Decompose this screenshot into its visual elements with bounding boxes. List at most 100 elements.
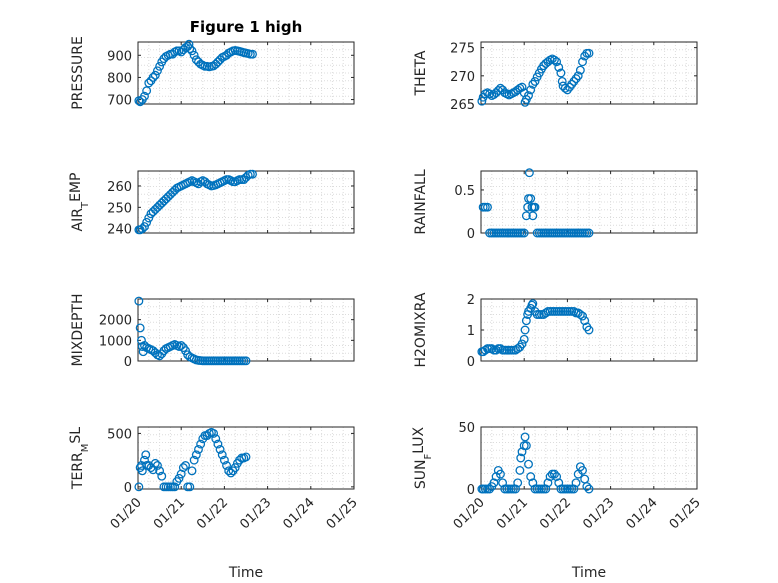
data-point [189, 455, 199, 465]
data-point [528, 299, 538, 309]
data-point [521, 211, 531, 221]
data-point [209, 428, 219, 438]
x-tick-label: 01/21 [494, 495, 531, 532]
data-point [140, 222, 149, 232]
data-point [530, 77, 540, 86]
data-point [150, 458, 160, 468]
data-point [137, 466, 147, 476]
data-point [571, 478, 581, 488]
x-tick-label: 01/20 [451, 495, 488, 532]
x-tick-label: 01/25 [324, 495, 361, 532]
xlabel: Time [228, 565, 263, 581]
data-point [528, 211, 538, 221]
data-point [498, 478, 508, 488]
data-point [491, 345, 501, 355]
y-tick-label: 0.5 [454, 184, 475, 199]
data-point [483, 202, 492, 212]
data-point [495, 344, 505, 354]
data-point [569, 484, 579, 494]
data-point [524, 459, 533, 469]
data-point [219, 455, 229, 465]
y-tick-label: 240 [107, 223, 132, 238]
data-point [241, 452, 251, 462]
data-point [248, 169, 257, 179]
data-point [541, 484, 551, 494]
data-point [584, 48, 594, 58]
data-point [575, 65, 585, 75]
data-point [552, 472, 562, 482]
data-point [513, 478, 523, 488]
data-point [185, 44, 195, 54]
data-point [524, 168, 534, 178]
data-point [575, 310, 585, 319]
y-tick-label: 800 [107, 71, 132, 86]
x-tick-label: 01/24 [624, 495, 661, 532]
x-tick-label: 01/25 [667, 495, 704, 532]
x-tick-label: 01/24 [281, 495, 318, 532]
data-point [187, 466, 197, 476]
data-point [556, 68, 566, 78]
ylabel-4: MIXDEPTH [70, 294, 86, 367]
data-point [519, 334, 529, 344]
data-point [562, 85, 572, 95]
plot-frame-0 [137, 41, 355, 105]
y-tick-label: 265 [450, 98, 475, 113]
data-point [140, 455, 149, 465]
plot-frame-1 [480, 41, 698, 105]
data-point [565, 82, 575, 92]
data-point [549, 469, 559, 479]
data-point [524, 91, 533, 100]
ylabel-5: H2OMIXRA [413, 292, 429, 367]
data-point [155, 466, 165, 476]
data-point [191, 450, 201, 460]
y-tick-label: 0 [467, 483, 475, 498]
y-tick-label: 2000 [99, 314, 132, 329]
data-point [230, 463, 240, 473]
data-point [541, 308, 551, 318]
data-point [521, 441, 531, 451]
data-point [528, 478, 538, 488]
data-point [491, 472, 501, 482]
data-point [580, 316, 590, 326]
data-point [485, 484, 495, 494]
plot-frame-2 [137, 170, 355, 234]
data-point [215, 444, 225, 454]
y-tick-label: 0 [467, 355, 475, 370]
data-point [137, 224, 147, 234]
y-tick-label: 0 [124, 355, 132, 370]
data-point [226, 468, 236, 478]
data-point [141, 450, 151, 460]
data-point [248, 49, 257, 59]
data-point [517, 339, 527, 349]
data-point [543, 478, 553, 488]
data-point [477, 96, 487, 106]
data-point [552, 57, 562, 67]
data-point [495, 469, 505, 479]
y-tick-label: 250 [107, 201, 132, 216]
data-point [567, 79, 577, 89]
y-tick-label: 1 [467, 324, 475, 339]
plot-frame-6 [137, 426, 355, 490]
data-point [526, 85, 536, 95]
y-tick-label: 700 [107, 94, 132, 109]
y-tick-label: 500 [107, 427, 132, 442]
data-point [174, 473, 184, 483]
data-point [549, 55, 559, 65]
ylabel-7: SUNFLUX [411, 426, 434, 489]
data-point [578, 57, 587, 67]
data-point [211, 434, 221, 444]
y-tick-label: 275 [450, 42, 475, 57]
data-point [521, 316, 531, 326]
ylabel-0: PRESSURE [70, 36, 86, 110]
data-point [144, 213, 154, 223]
data-point [241, 356, 251, 366]
y-tick-label: 260 [107, 180, 132, 195]
data-point [584, 228, 594, 238]
data-point [569, 77, 579, 86]
data-point [135, 97, 145, 107]
data-point [134, 296, 144, 306]
data-point [517, 447, 527, 457]
ylabel-3: RAINFALL [413, 169, 429, 234]
data-point [134, 482, 144, 492]
data-point [187, 46, 197, 56]
